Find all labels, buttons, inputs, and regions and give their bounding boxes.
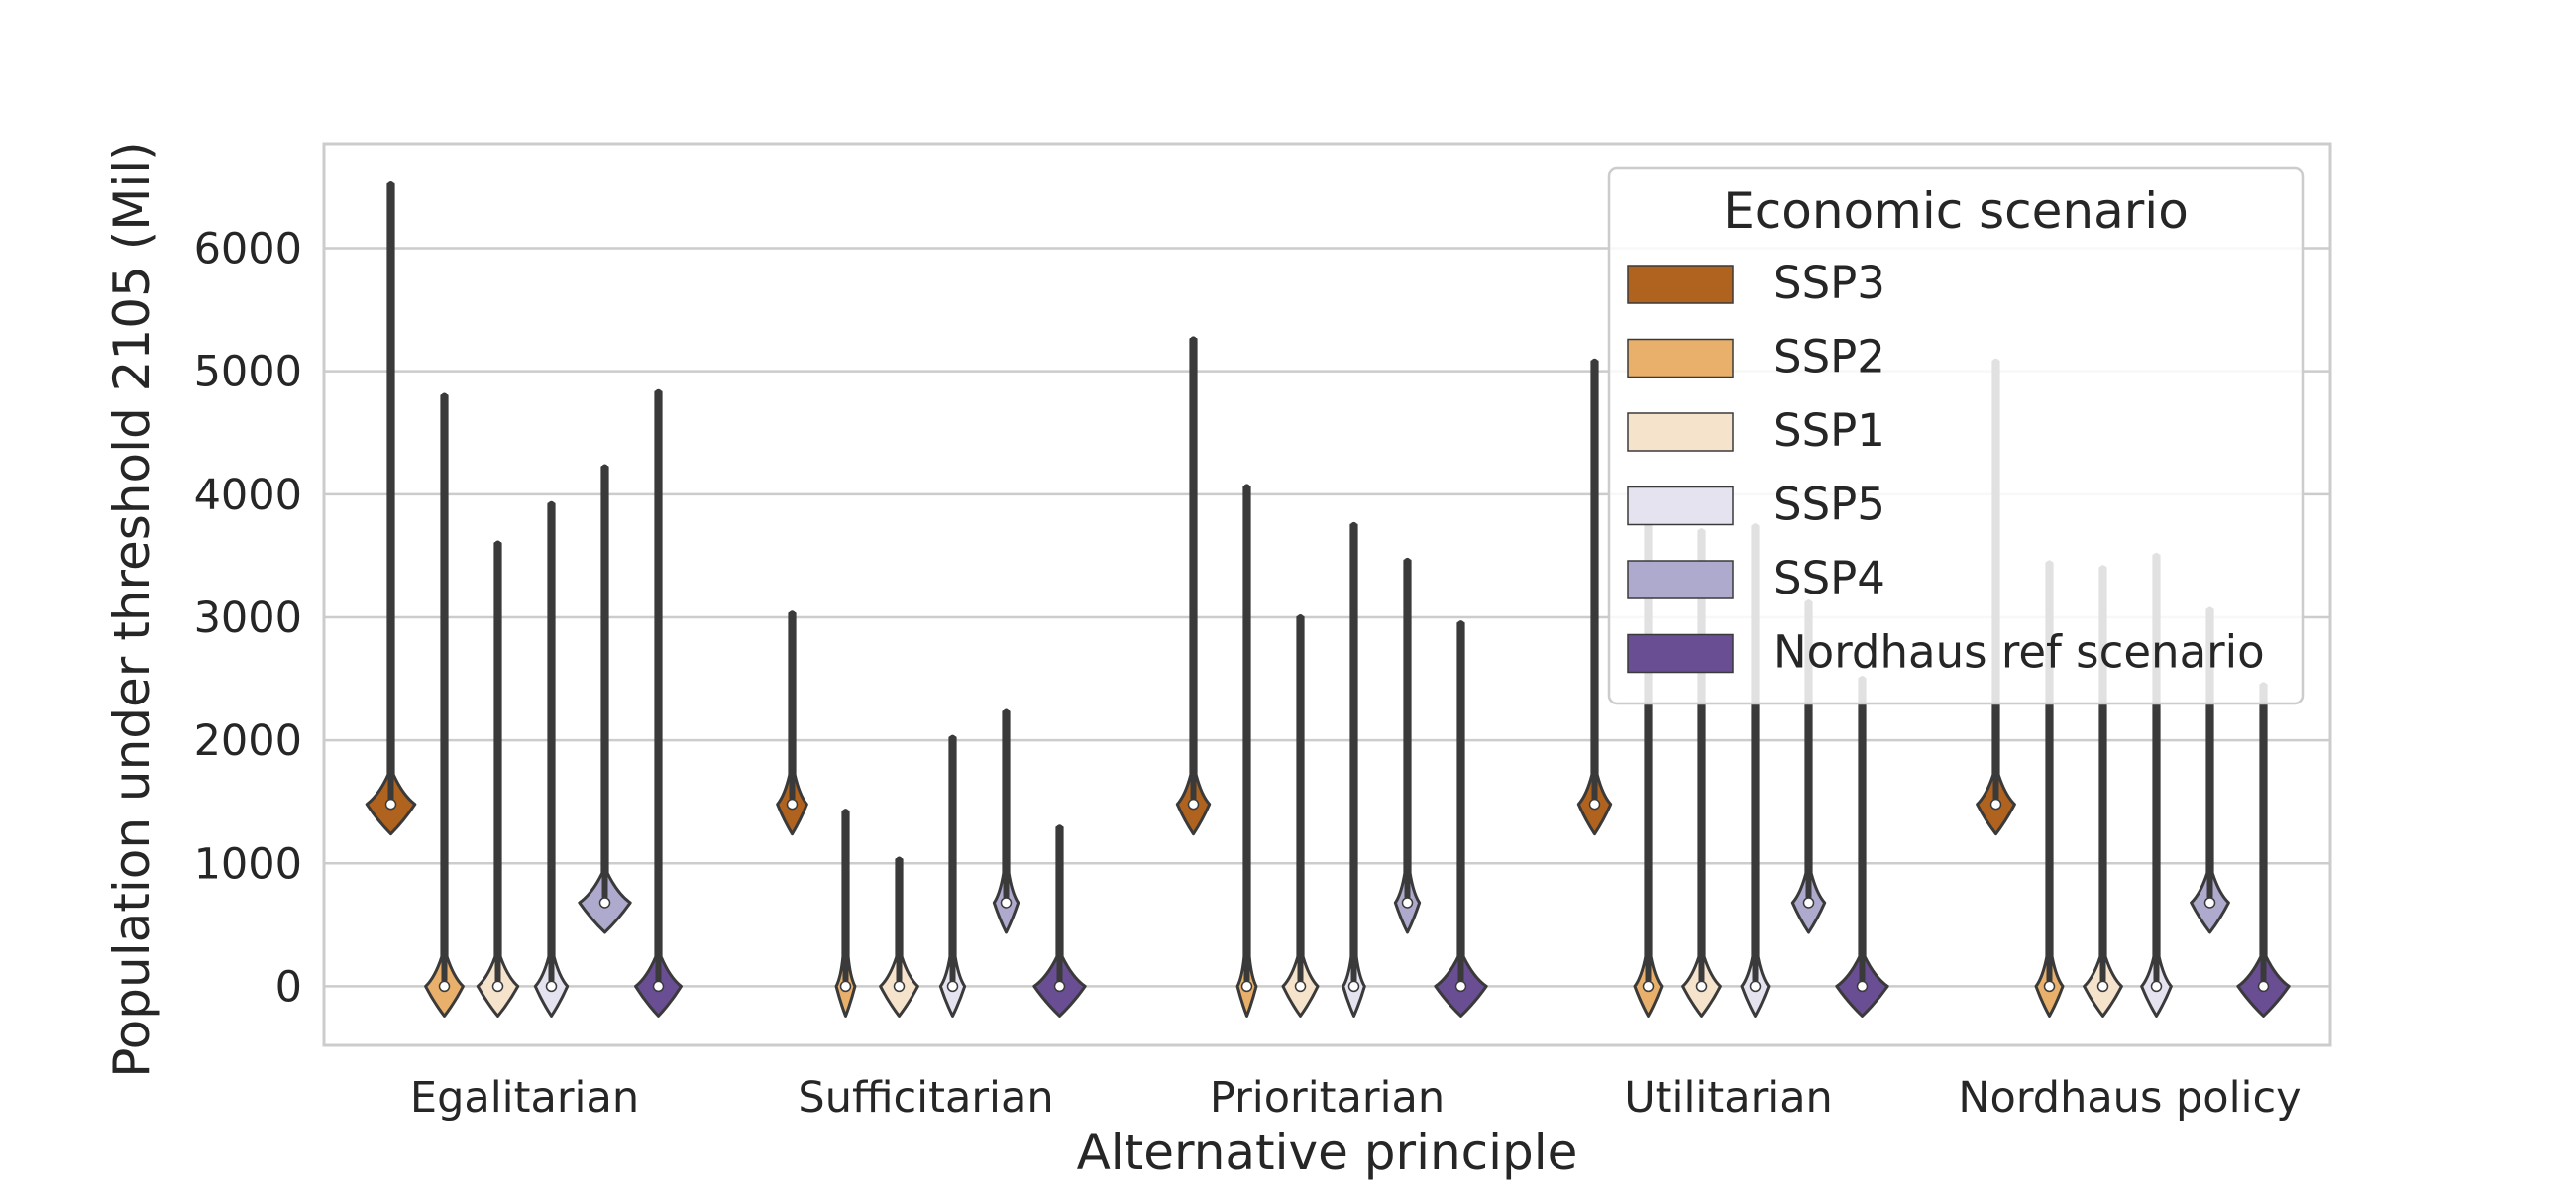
violin	[1342, 521, 1366, 1018]
y-tick-label: 2000	[194, 716, 302, 766]
y-tick-label: 0	[275, 962, 302, 1012]
median-marker	[1642, 980, 1655, 993]
median-marker	[1240, 980, 1253, 993]
median-marker	[652, 980, 665, 993]
legend-label: SSP1	[1773, 404, 1885, 457]
median-marker	[2043, 980, 2056, 993]
legend-swatch	[1627, 338, 1734, 378]
legend-entry: SSP4	[1627, 552, 1885, 604]
median-marker	[1053, 980, 1066, 993]
legend-entry: Nordhaus ref scenario	[1627, 626, 2265, 679]
median-marker	[1588, 798, 1601, 811]
violin	[476, 540, 520, 1018]
x-tick-labels: Egalitarian Sufficitarian Prioritarian Util…	[410, 1073, 2302, 1123]
y-tick-label: 3000	[194, 594, 302, 643]
median-marker	[1856, 980, 1869, 993]
median-marker	[2150, 980, 2163, 993]
median-marker	[1401, 897, 1414, 909]
x-tick-label: Nordhaus policy	[1958, 1073, 2301, 1123]
y-tick-label: 1000	[194, 839, 302, 889]
violin	[776, 610, 808, 836]
median-marker	[438, 980, 451, 993]
legend-label: SSP3	[1773, 257, 1885, 309]
violin	[879, 856, 919, 1018]
median-marker	[545, 980, 558, 993]
median-marker	[491, 980, 504, 993]
violin	[365, 180, 417, 836]
x-tick-label: Utilitarian	[1624, 1073, 1833, 1123]
violin	[533, 500, 570, 1018]
y-tick-label: 5000	[194, 348, 302, 397]
legend-swatch	[1627, 633, 1734, 674]
violin	[938, 734, 967, 1018]
legend-entries: SSP3 SSP2 SSP1 SSP5 SSP4 Nordhaus ref scenari…	[1627, 257, 2265, 679]
legend-entry: SSP5	[1627, 479, 1885, 531]
legend: Economic scenario SSP3 SSP2 SSP1 SSP5 SSP4 No…	[1607, 166, 2305, 705]
median-marker	[893, 980, 906, 993]
median-marker	[1989, 798, 2002, 811]
median-marker	[1802, 897, 1815, 909]
median-marker	[2203, 897, 2216, 909]
y-tick-labels: 0 1000 2000 3000 4000 5000 6000	[194, 225, 302, 1013]
legend-label: Nordhaus ref scenario	[1773, 626, 2265, 679]
x-axis-label: Alternative principle	[1077, 1124, 1578, 1181]
plot-frame	[322, 142, 2332, 1047]
legend-swatch	[1627, 560, 1734, 599]
median-marker	[786, 798, 799, 811]
violin	[1281, 613, 1320, 1018]
median-marker	[2096, 980, 2109, 993]
legend-entry: SSP3	[1627, 257, 1885, 309]
violin	[1235, 484, 1258, 1018]
legend-title: Economic scenario	[1723, 182, 2189, 240]
median-marker	[2257, 980, 2270, 993]
violin	[1175, 336, 1212, 836]
violin	[1576, 358, 1613, 836]
violin	[1434, 620, 1488, 1018]
y-tick-label: 6000	[194, 225, 302, 274]
violin	[1032, 824, 1087, 1018]
legend-swatch	[1627, 412, 1734, 452]
violin	[634, 388, 683, 1018]
median-marker	[1454, 980, 1467, 993]
violin	[834, 809, 857, 1018]
legend-entry: SSP1	[1627, 404, 1885, 457]
violin	[1835, 676, 1889, 1018]
violin	[424, 392, 465, 1018]
legend-label: SSP5	[1773, 479, 1885, 531]
median-marker	[1187, 798, 1200, 811]
violin	[992, 708, 1020, 934]
median-marker	[946, 980, 959, 993]
violin	[2236, 682, 2291, 1018]
median-marker	[1749, 980, 1762, 993]
legend-swatch	[1627, 486, 1734, 526]
median-marker	[1347, 980, 1360, 993]
median-marker	[384, 798, 397, 811]
median-marker	[1695, 980, 1708, 993]
legend-entry: SSP2	[1627, 331, 1885, 383]
x-tick-label: Egalitarian	[410, 1073, 639, 1123]
median-marker	[1294, 980, 1307, 993]
median-marker	[839, 980, 852, 993]
legend-label: SSP2	[1773, 331, 1885, 383]
violin	[1393, 557, 1422, 934]
violin	[578, 464, 632, 934]
median-marker	[598, 897, 611, 909]
legend-swatch	[1627, 265, 1734, 304]
median-marker	[1000, 897, 1013, 909]
y-tick-label: 4000	[194, 471, 302, 520]
x-tick-label: Sufficitarian	[798, 1073, 1053, 1123]
y-axis-label: Population under threshold 2105 (Mil)	[103, 141, 161, 1077]
violin-plot-area	[365, 180, 2291, 1018]
legend-box	[1607, 166, 2305, 705]
x-tick-label: Prioritarian	[1210, 1073, 1445, 1123]
legend-label: SSP4	[1773, 552, 1885, 604]
